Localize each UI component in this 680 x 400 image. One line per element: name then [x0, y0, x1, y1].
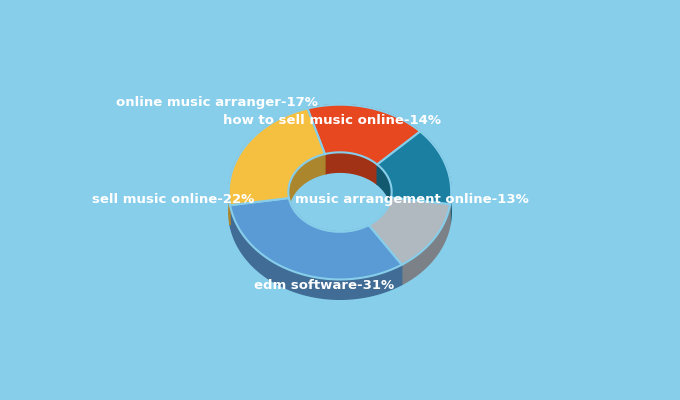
Polygon shape — [369, 198, 391, 245]
Polygon shape — [228, 108, 325, 205]
Text: online music arranger-17%: online music arranger-17% — [116, 96, 318, 109]
Text: how to sell music online-14%: how to sell music online-14% — [223, 114, 441, 127]
Text: edm software-31%: edm software-31% — [254, 279, 394, 292]
Polygon shape — [307, 105, 420, 151]
Polygon shape — [402, 204, 450, 285]
Polygon shape — [307, 105, 420, 164]
Polygon shape — [230, 205, 402, 299]
Polygon shape — [230, 198, 402, 280]
Polygon shape — [377, 132, 452, 204]
Polygon shape — [228, 108, 307, 225]
Polygon shape — [288, 154, 325, 218]
Text: sell music online-22%: sell music online-22% — [92, 194, 254, 206]
Polygon shape — [377, 164, 392, 218]
Polygon shape — [420, 132, 452, 224]
Text: music arrangement online-13%: music arrangement online-13% — [294, 194, 528, 206]
Polygon shape — [289, 198, 369, 252]
Polygon shape — [369, 198, 450, 265]
Polygon shape — [325, 152, 377, 184]
